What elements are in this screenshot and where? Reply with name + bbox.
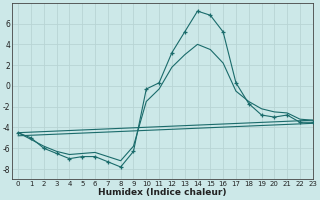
X-axis label: Humidex (Indice chaleur): Humidex (Indice chaleur) (98, 188, 227, 197)
